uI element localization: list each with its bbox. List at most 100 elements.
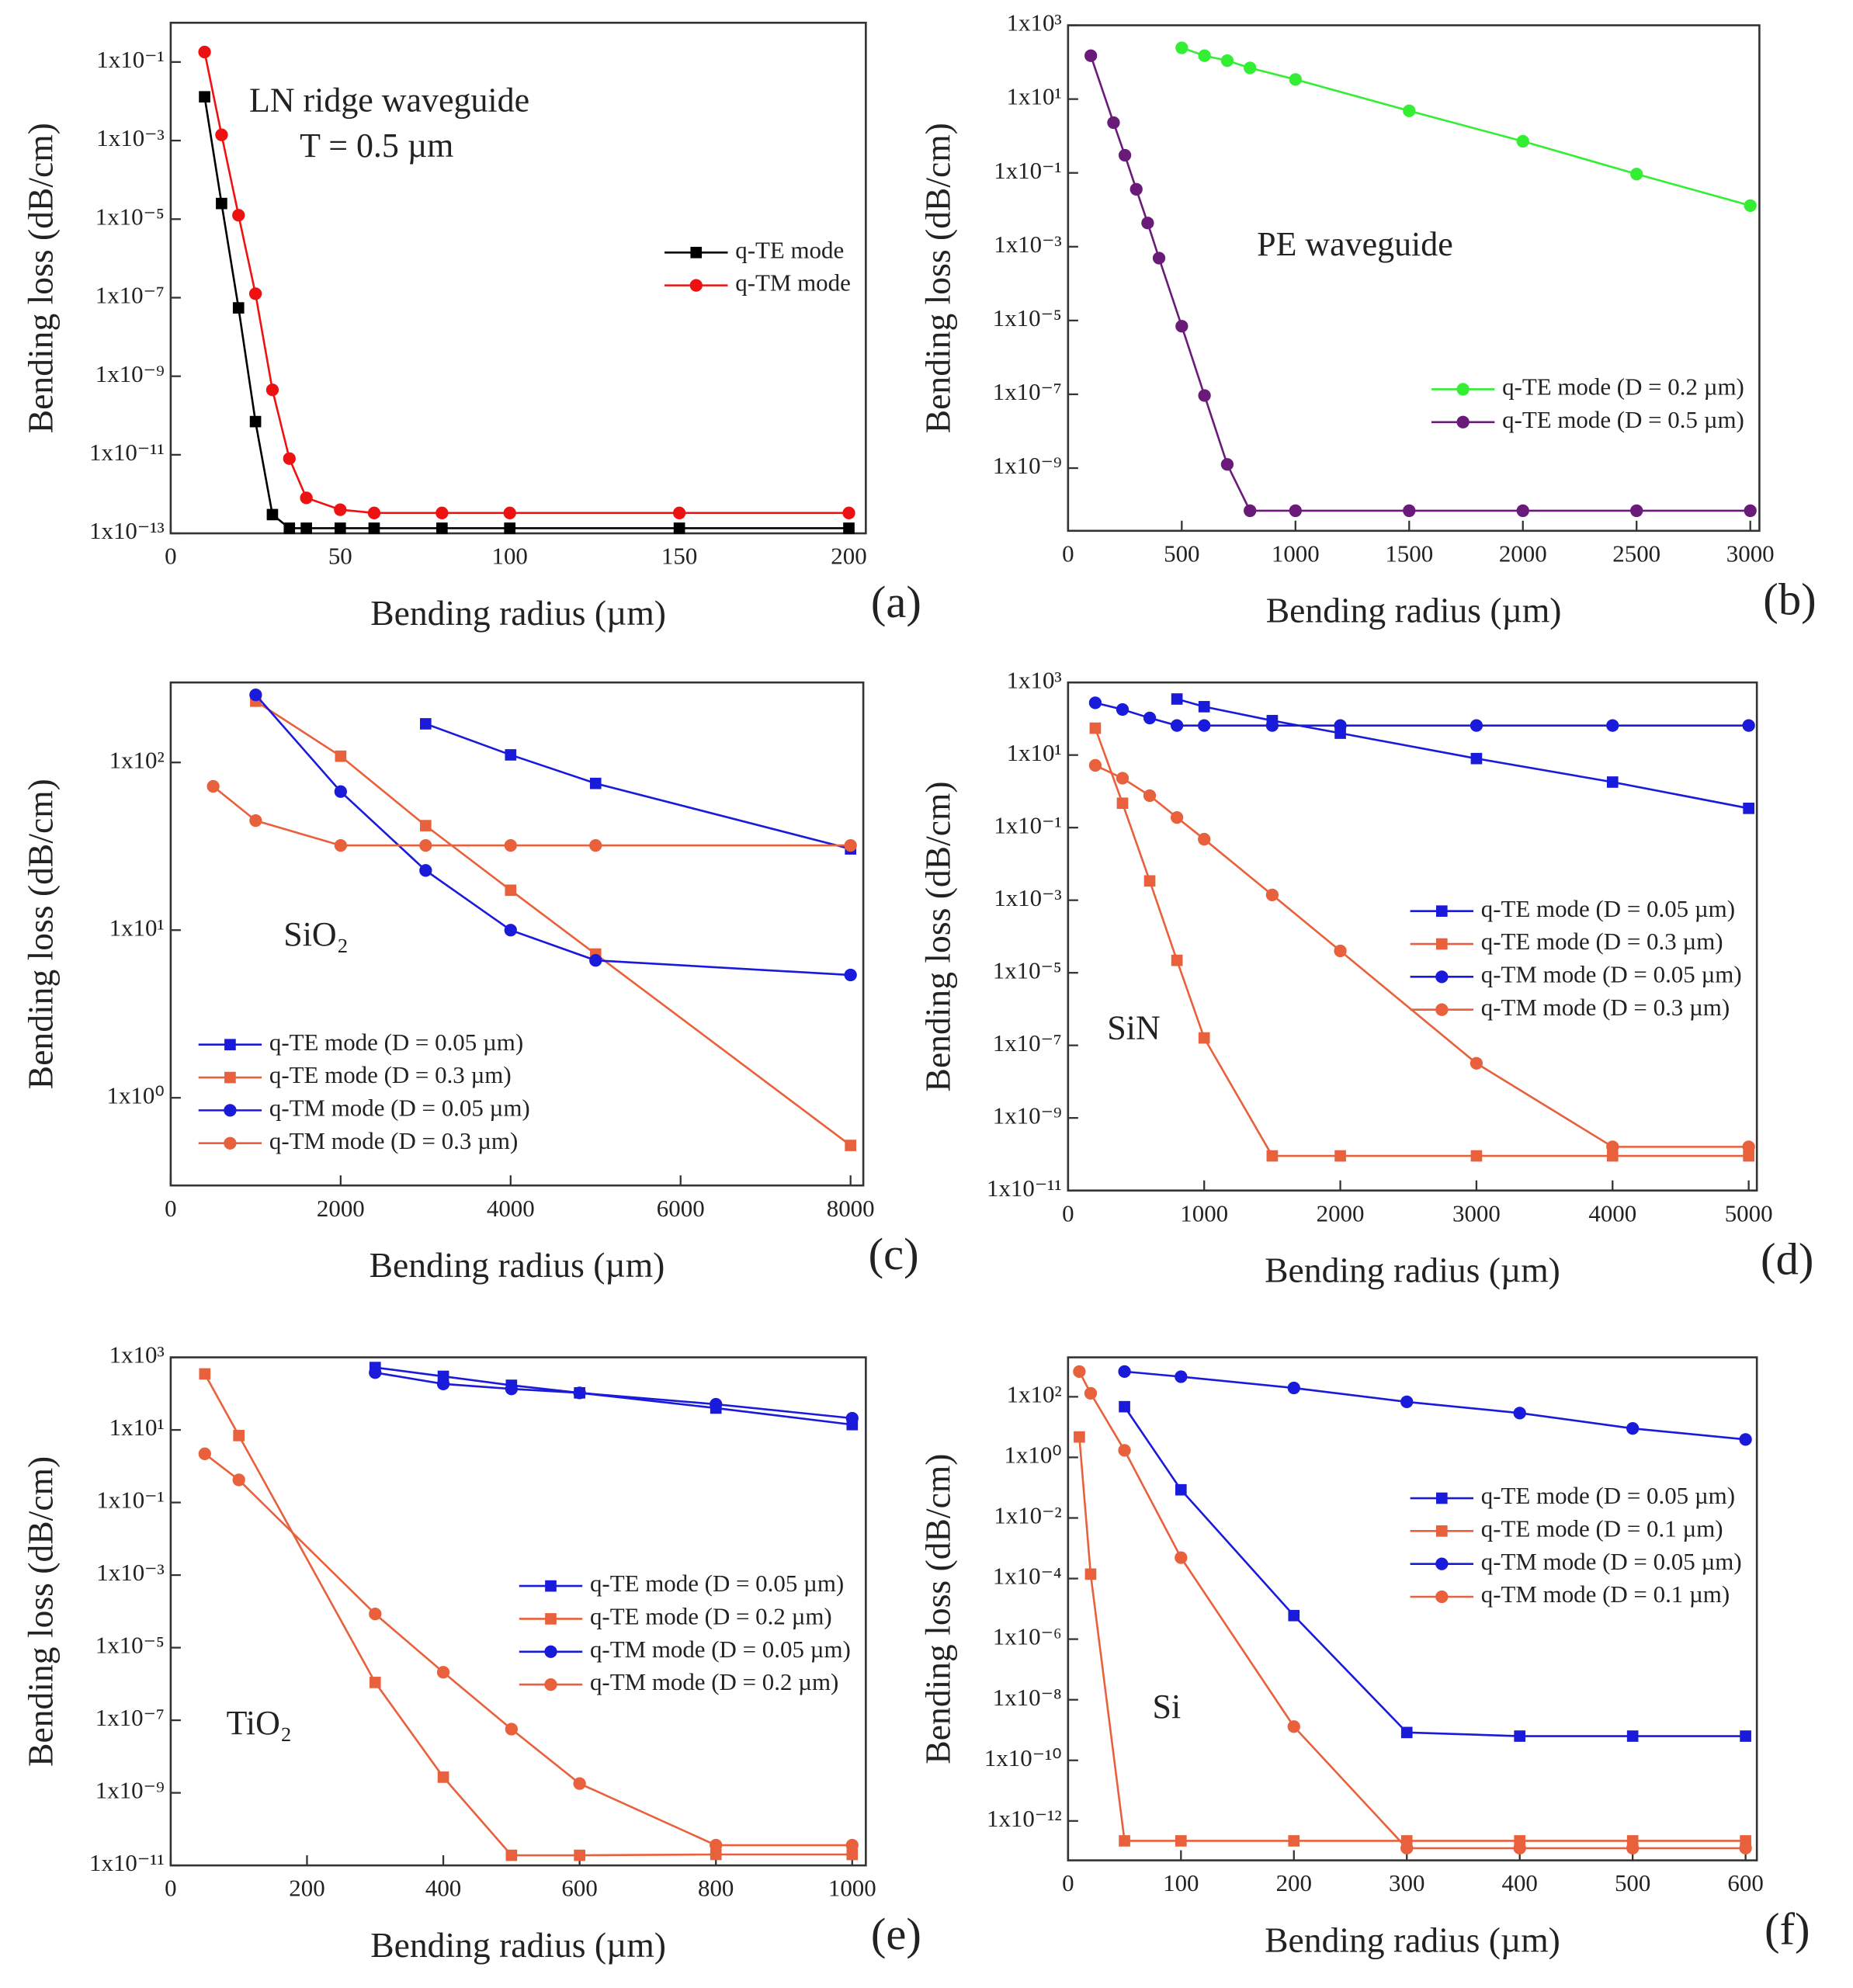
x-tick-label: 2500 xyxy=(1612,540,1660,567)
data-point xyxy=(710,1838,723,1852)
y-tick-label: 1x10⁻⁵ xyxy=(95,203,165,230)
data-point xyxy=(248,287,262,300)
y-tick-label: 1x10⁻¹ xyxy=(994,157,1061,184)
y-tick-label: 1x10⁻³ xyxy=(994,884,1061,911)
data-point xyxy=(232,1473,245,1487)
data-point xyxy=(1626,1730,1639,1742)
data-point xyxy=(437,1771,449,1783)
legend-marker xyxy=(689,279,703,292)
data-point xyxy=(215,128,228,141)
x-tick-label: 150 xyxy=(661,543,697,570)
data-point xyxy=(1626,1841,1640,1855)
data-point xyxy=(1265,719,1279,732)
data-point xyxy=(300,522,312,534)
annotation: SiO₂ xyxy=(283,915,349,953)
legend-label: q-TM mode (D = 0.05 µm) xyxy=(1481,1548,1742,1575)
x-tick-label: 4000 xyxy=(1588,1199,1636,1226)
legend-marker xyxy=(1435,1525,1448,1537)
series-line xyxy=(203,1452,852,1847)
data-point xyxy=(1334,1150,1346,1162)
x-tick-label: 500 xyxy=(1164,540,1199,567)
data-point xyxy=(845,1411,859,1425)
data-point xyxy=(199,91,210,103)
data-point xyxy=(1088,758,1102,772)
data-point xyxy=(1171,954,1183,966)
x-tick-label: 0 xyxy=(1062,1199,1074,1226)
legend-label: q-TE mode (D = 0.05 µm) xyxy=(1481,895,1735,922)
y-tick-label: 1x10⁻⁴ xyxy=(993,1563,1062,1590)
data-point xyxy=(1744,504,1757,518)
data-point xyxy=(1175,1835,1187,1847)
data-point xyxy=(1116,703,1129,716)
data-point xyxy=(1265,888,1279,901)
legend-marker xyxy=(1435,938,1448,950)
data-point xyxy=(504,838,517,852)
series-line xyxy=(1176,698,1749,810)
legend: q-TE mode (D = 0.05 µm) q-TE mode (D = 0.… xyxy=(1410,895,1742,1021)
x-tick-label: 400 xyxy=(425,1875,461,1902)
legend-label: q-TM mode (D = 0.1 µm) xyxy=(1481,1580,1730,1608)
data-point xyxy=(1143,875,1156,887)
data-point xyxy=(1288,1609,1300,1622)
series-line xyxy=(375,1366,852,1426)
data-point xyxy=(1516,134,1529,148)
y-tick-label: 1x10¹ xyxy=(109,914,165,941)
data-point xyxy=(1143,789,1157,803)
x-tick-label: 600 xyxy=(561,1875,597,1902)
legend-label: q-TE mode (D = 0.05 µm) xyxy=(590,1570,844,1597)
data-point xyxy=(589,777,602,789)
x-tick-label: 100 xyxy=(492,543,528,570)
y-tick-label: 1x10⁻⁵ xyxy=(993,304,1062,331)
panel-label: (e) xyxy=(871,1909,921,1959)
data-point xyxy=(233,1429,245,1442)
y-tick-label: 1x10⁻³ xyxy=(96,1559,164,1586)
data-point xyxy=(1742,719,1755,732)
y-axis-label: Bending loss (dB/cm) xyxy=(918,123,957,433)
x-tick-label: 300 xyxy=(1389,1869,1424,1896)
legend-label: q-TM mode (D = 0.3 µm) xyxy=(269,1127,518,1154)
y-tick-label: 1x10⁻¹ xyxy=(96,1487,164,1514)
legend: q-TE mode (D = 0.05 µm) q-TE mode (D = 0.… xyxy=(1410,1482,1742,1608)
legend-label: q-TE mode (D = 0.3 µm) xyxy=(269,1061,512,1088)
data-point xyxy=(367,506,381,519)
legend-marker xyxy=(545,1580,557,1592)
data-point xyxy=(505,884,517,897)
legend: q-TE mode (D = 0.05 µm) q-TE mode (D = 0.… xyxy=(198,1029,530,1154)
data-point xyxy=(249,415,262,428)
data-point xyxy=(1175,1483,1187,1496)
x-tick-label: 0 xyxy=(1062,540,1074,567)
x-tick-label: 0 xyxy=(1062,1869,1074,1896)
y-tick-label: 1x10⁻⁷ xyxy=(993,378,1062,405)
data-point xyxy=(335,750,347,762)
legend-marker xyxy=(690,246,703,258)
panel-label: (f) xyxy=(1765,1903,1810,1954)
y-tick-label: 1x10⁻⁷ xyxy=(95,282,165,309)
data-point xyxy=(1470,1150,1483,1162)
x-tick-label: 1000 xyxy=(1180,1199,1228,1226)
data-point xyxy=(1334,719,1347,732)
legend: q-TE mode (D = 0.05 µm) q-TE mode (D = 0.… xyxy=(519,1570,851,1695)
series-line xyxy=(255,700,852,1147)
x-tick-label: 500 xyxy=(1615,1869,1650,1896)
data-point xyxy=(505,1849,518,1861)
legend-marker xyxy=(1435,970,1449,984)
data-point xyxy=(436,522,448,534)
x-tick-label: 6000 xyxy=(657,1195,705,1222)
y-axis-label: Bending loss (dB/cm) xyxy=(918,1454,957,1764)
x-tick-label: 0 xyxy=(165,1875,176,1902)
data-point xyxy=(589,954,602,967)
data-point xyxy=(1743,1150,1754,1162)
annotation: TiO₂ xyxy=(227,1704,293,1742)
legend-label: q-TE mode (D = 0.3 µm) xyxy=(1481,928,1723,955)
legend-label: q-TM mode (D = 0.05 µm) xyxy=(590,1636,851,1663)
plot-frame xyxy=(169,22,867,535)
y-tick-label: 1x10⁻⁸ xyxy=(993,1684,1062,1711)
data-point xyxy=(436,1666,450,1679)
data-point xyxy=(1400,1395,1414,1409)
x-tick-label: 2000 xyxy=(1317,1199,1365,1226)
data-point xyxy=(1084,1568,1097,1580)
data-point xyxy=(1073,1365,1086,1379)
series-line xyxy=(1094,727,1749,1157)
